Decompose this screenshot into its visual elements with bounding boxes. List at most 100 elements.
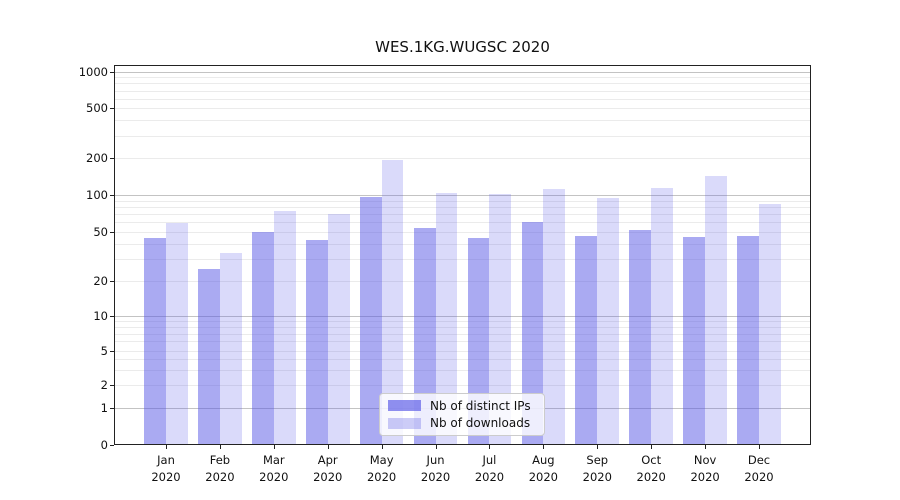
gridline-major [115, 71, 810, 73]
gridline-minor [115, 207, 810, 208]
y-tick-label: 20 [93, 274, 108, 288]
x-tick-year: 2020 [582, 470, 612, 484]
bar-downloads-jul [489, 194, 512, 444]
bar-downloads-feb [219, 252, 242, 444]
legend-swatch-downloads [388, 417, 421, 429]
bar-downloads-nov [705, 176, 727, 444]
gridline-minor [115, 333, 810, 335]
y-tick-mark [110, 232, 114, 234]
gridline-minor [115, 158, 810, 160]
bar-downloads-may [381, 159, 404, 444]
x-tick-month: Nov [693, 453, 717, 467]
x-tick-month: May [369, 453, 394, 467]
gridline-major [115, 195, 810, 196]
bar-downloads-apr [327, 214, 350, 444]
gridline-minor [115, 222, 810, 224]
bar-distinct-ips-jul [467, 237, 490, 444]
gridline-minor [115, 341, 810, 343]
x-tick-year: 2020 [366, 470, 397, 484]
gridline-minor [115, 136, 810, 138]
gridline-minor [115, 214, 810, 216]
gridline-minor [115, 108, 810, 110]
gridline-minor [115, 350, 810, 352]
bar-distinct-ips-apr [305, 240, 328, 444]
gridline-minor [115, 120, 810, 122]
x-tick-label: Oct 2020 [621, 452, 681, 486]
y-tick-label: 500 [86, 101, 108, 116]
x-tick-mark [273, 445, 275, 449]
gridline-minor [115, 232, 810, 234]
bar-downloads-sep [597, 198, 620, 444]
legend-swatch-distinct-ips [388, 400, 421, 412]
y-tick-label: 0 [100, 437, 108, 452]
x-tick-mark [489, 445, 491, 449]
bar-distinct-ips-jun [413, 228, 436, 444]
y-tick-label: 5 [100, 343, 108, 358]
x-tick-month: Apr [317, 453, 338, 467]
y-tick-mark [110, 407, 114, 409]
y-tick-mark [110, 71, 114, 73]
x-tick-mark [435, 445, 437, 449]
x-tick-mark [651, 445, 653, 449]
y-tick-label: 2 [100, 378, 108, 392]
gridline-minor [115, 321, 810, 323]
x-tick-label: Nov 2020 [675, 452, 735, 486]
legend: Nb of distinct IPs Nb of downloads [379, 393, 545, 436]
y-tick-mark [110, 350, 114, 352]
bar-distinct-ips-sep [575, 235, 598, 444]
y-tick-mark [110, 281, 114, 282]
y-tick-mark [110, 315, 114, 317]
y-tick-mark [110, 108, 114, 110]
gridline-minor [115, 83, 810, 85]
gridline-minor [115, 244, 810, 246]
bar-downloads-dec [758, 203, 781, 444]
gridline-minor [115, 259, 810, 261]
legend-label-downloads: Nb of downloads [430, 416, 531, 431]
y-tick-label: 200 [86, 151, 108, 166]
x-tick-year: 2020 [151, 470, 181, 484]
bar-distinct-ips-may [359, 197, 382, 444]
legend-label-distinct-ips: Nb of distinct IPs [430, 398, 531, 413]
x-tick-mark [166, 445, 167, 449]
x-tick-label: Dec 2020 [729, 452, 789, 486]
gridline-minor [115, 200, 810, 202]
x-tick-month: Aug [532, 453, 555, 467]
x-tick-month: Jan [157, 453, 175, 467]
x-tick-year: 2020 [205, 470, 235, 484]
x-tick-month: Jun [426, 453, 445, 467]
gridline-minor [115, 98, 810, 100]
x-tick-year: 2020 [744, 470, 774, 484]
bar-distinct-ips-mar [252, 232, 274, 444]
x-tick-month: Sep [586, 453, 609, 467]
bar-distinct-ips-aug [521, 221, 544, 444]
x-tick-label: Jul 2020 [459, 452, 519, 486]
gridline-minor [115, 369, 810, 371]
bar-downloads-jan [166, 222, 188, 444]
x-tick-year: 2020 [474, 470, 505, 484]
legend-item-downloads: Nb of downloads [386, 416, 538, 430]
x-tick-mark [705, 445, 707, 449]
gridline-minor [115, 326, 810, 328]
legend-item-distinct-ips: Nb of distinct IPs [386, 399, 538, 413]
y-tick-label: 1 [100, 400, 108, 415]
x-tick-month: Dec [747, 453, 771, 467]
x-tick-mark [597, 445, 599, 449]
gridline-minor [115, 359, 810, 361]
bar-downloads-jun [435, 192, 458, 444]
y-tick-mark [110, 444, 114, 446]
bar-distinct-ips-jan [144, 237, 166, 444]
y-tick-label: 1000 [78, 64, 108, 79]
y-tick-mark [110, 195, 114, 196]
x-tick-label: May 2020 [352, 452, 412, 486]
bar-distinct-ips-feb [198, 269, 220, 444]
x-tick-mark [543, 445, 545, 449]
y-tick-label: 50 [93, 225, 108, 240]
bar-distinct-ips-oct [629, 230, 652, 444]
x-tick-label: Sep 2020 [567, 452, 627, 486]
y-tick-mark [110, 158, 114, 160]
gridline-minor [115, 90, 810, 92]
x-tick-label: Jan 2020 [136, 452, 196, 486]
y-tick-mark [110, 385, 114, 386]
x-tick-month: Mar [262, 453, 285, 467]
